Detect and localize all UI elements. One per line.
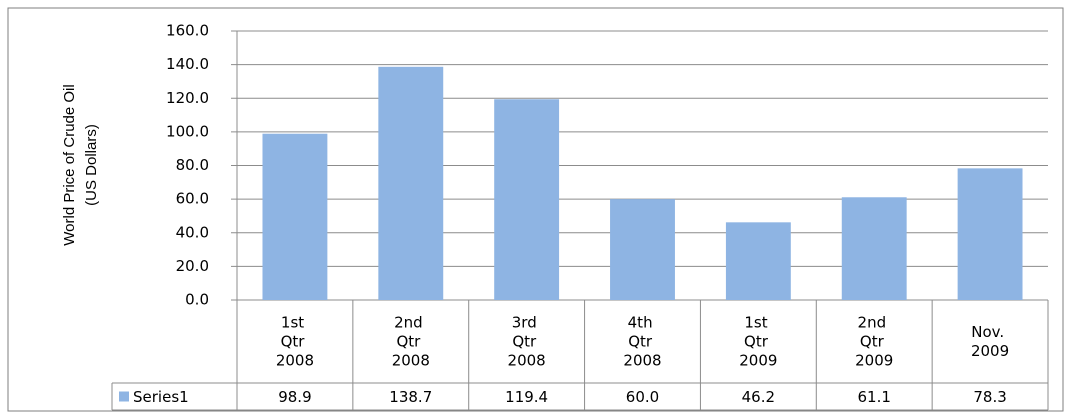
y-axis-label: (US Dollars) — [83, 124, 100, 206]
legend-label: Series1 — [133, 388, 189, 406]
y-tick-label: 120.0 — [166, 89, 209, 107]
bar — [957, 168, 1023, 300]
data-table-value: 119.4 — [505, 388, 548, 406]
bar — [841, 197, 907, 300]
y-axis-label: World Price of Crude Oil — [61, 84, 78, 245]
bar — [262, 133, 328, 300]
data-table-value: 46.2 — [742, 388, 775, 406]
x-tick-label: 2nd Qtr 2008 — [392, 313, 430, 369]
x-tick-label: 1st Qtr 2009 — [739, 313, 777, 369]
y-tick-label: 100.0 — [166, 122, 209, 140]
y-tick-label: 80.0 — [176, 156, 209, 174]
legend-swatch — [119, 391, 129, 402]
y-tick-label: 40.0 — [176, 223, 209, 241]
bar — [725, 222, 791, 300]
y-tick-label: 140.0 — [166, 55, 209, 73]
x-tick-label: 1st Qtr 2008 — [276, 313, 314, 369]
y-tick-label: 160.0 — [166, 22, 209, 40]
data-table-value: 60.0 — [626, 388, 659, 406]
data-table-value: 61.1 — [858, 388, 891, 406]
x-tick-label: 2nd Qtr 2009 — [855, 313, 893, 369]
bar — [378, 66, 444, 300]
data-table-value: 138.7 — [389, 388, 432, 406]
x-tick-label: 3rd Qtr 2008 — [508, 313, 546, 369]
y-tick-label: 60.0 — [176, 190, 209, 208]
bar — [494, 99, 560, 300]
y-tick-label: 0.0 — [185, 291, 209, 309]
x-tick-label: Nov. 2009 — [971, 323, 1009, 360]
data-table-value: 98.9 — [278, 388, 311, 406]
x-tick-label: 4th Qtr 2008 — [623, 313, 661, 369]
data-table-value: 78.3 — [973, 388, 1006, 406]
y-tick-label: 20.0 — [176, 257, 209, 275]
bar — [610, 199, 675, 300]
